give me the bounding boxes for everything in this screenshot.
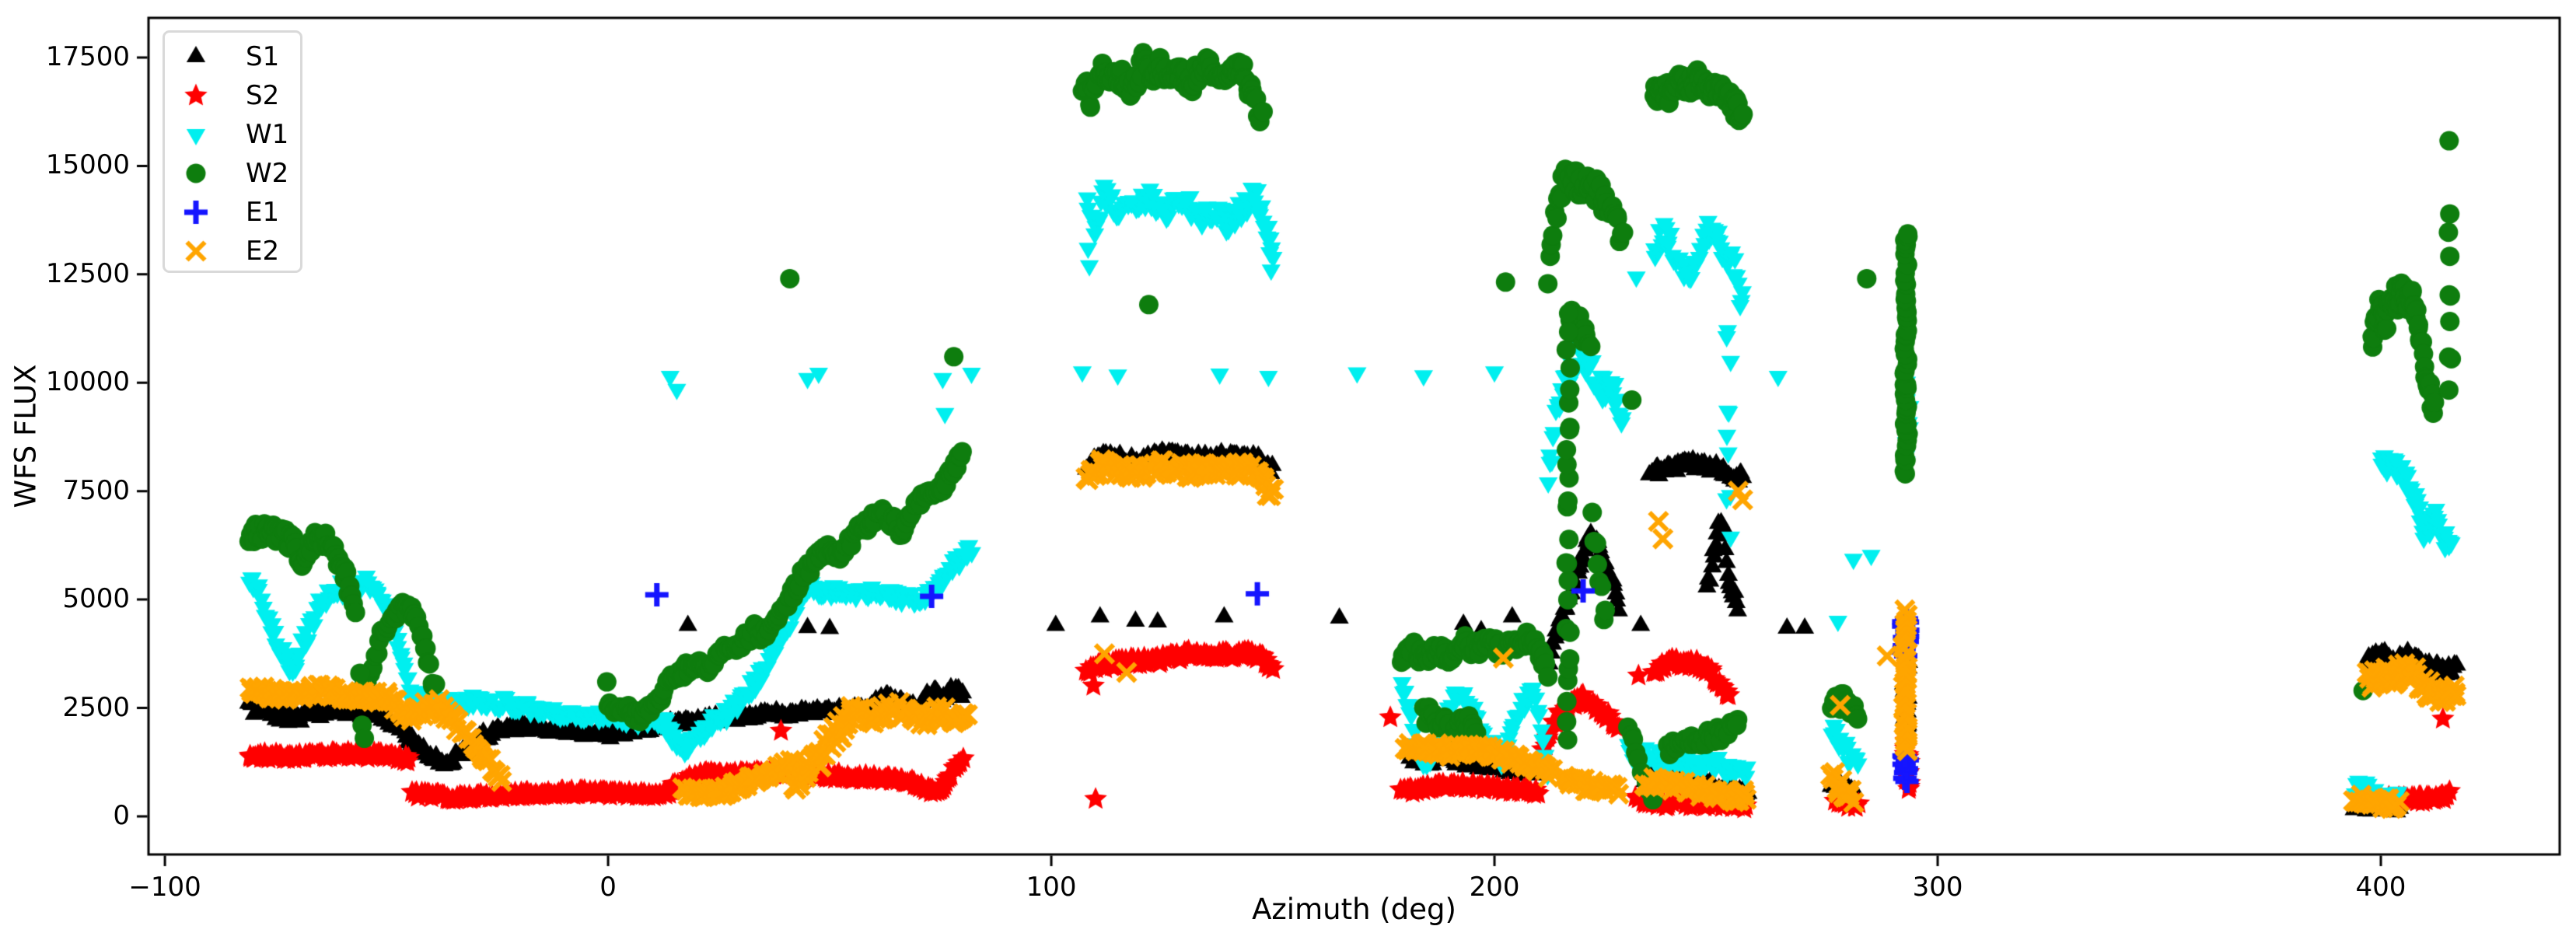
x-tick-label: 400 [2355,872,2406,903]
y-tick-label: 15000 [45,149,130,181]
legend-label: W2 [246,158,289,189]
legend-label: S1 [246,41,280,72]
legend-label: E2 [246,236,280,267]
triangle-down-icon [180,119,211,150]
legend-item-e1: E1 [165,193,300,232]
star-icon [180,80,211,111]
y-tick-label: 12500 [45,257,130,289]
x-axis-title: Azimuth (deg) [1252,893,1456,926]
x-tick-label: 100 [1026,872,1077,903]
y-tick-label: 17500 [45,40,130,72]
legend: S1 S2 W1 W2 E1 E2 [163,30,302,273]
legend-item-w2: W2 [165,154,300,193]
legend-label: E1 [246,197,280,228]
x-tick-label: 300 [1912,872,1963,903]
y-tick-label: 5000 [62,583,130,615]
y-tick-label: 0 [113,799,130,831]
y-tick-label: 2500 [62,691,130,723]
legend-label: W1 [246,119,289,150]
y-tick-label: 7500 [62,474,130,506]
triangle-up-icon [180,41,211,72]
plus-icon [180,197,211,228]
x-tick-label: −100 [128,872,201,903]
legend-item-e2: E2 [165,232,300,271]
legend-item-w1: W1 [165,115,300,154]
x-icon [180,236,211,267]
circle-icon [180,158,211,189]
legend-label: S2 [246,80,280,111]
x-tick-label: 0 [599,872,617,903]
legend-item-s1: S1 [165,37,300,76]
x-tick-label: 200 [1469,872,1520,903]
legend-item-s2: S2 [165,76,300,115]
y-tick-label: 10000 [45,366,130,398]
